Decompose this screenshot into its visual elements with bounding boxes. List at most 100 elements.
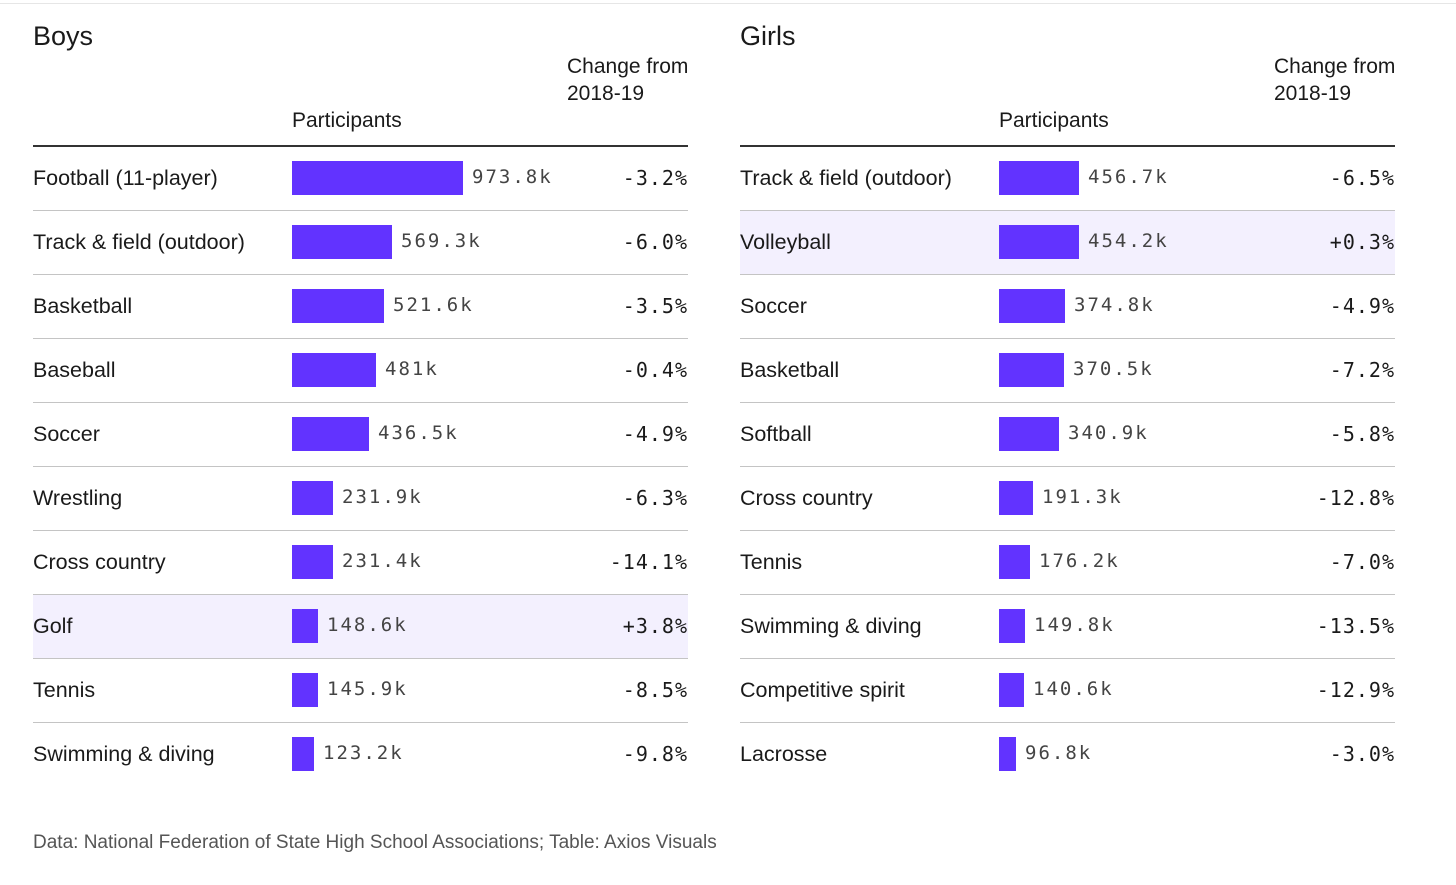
sport-label: Tennis: [33, 678, 96, 702]
change-value: -13.5%: [1316, 614, 1395, 638]
participants-value: 145.9k: [327, 678, 408, 700]
participants-bar: [292, 481, 333, 515]
participants-value: 374.8k: [1074, 294, 1155, 316]
participants-value: 148.6k: [327, 614, 408, 636]
participants-value: 140.6k: [1033, 678, 1114, 700]
girls-table-row: Track & field (outdoor) 456.7k -6.5%: [740, 147, 1395, 211]
change-value: -4.9%: [1329, 294, 1395, 318]
sport-label: Basketball: [33, 294, 133, 318]
sport-label: Basketball: [740, 358, 840, 382]
change-value: -7.2%: [1329, 358, 1395, 382]
participants-bar: [999, 161, 1079, 195]
sport-label: Golf: [33, 614, 73, 638]
change-value: -9.8%: [622, 742, 688, 766]
participants-value: 456.7k: [1088, 166, 1169, 188]
participants-bar: [292, 161, 463, 195]
change-value: -5.8%: [1329, 422, 1395, 446]
sport-label: Soccer: [33, 422, 100, 446]
boys-table-row: Football (11-player) 973.8k -3.2%: [33, 147, 688, 211]
participants-value: 231.9k: [342, 486, 423, 508]
girls-table-rows: Track & field (outdoor) 456.7k -6.5% Volley…: [740, 147, 1395, 786]
change-value: -8.5%: [622, 678, 688, 702]
participants-bar: [999, 481, 1033, 515]
participants-value: 96.8k: [1025, 742, 1093, 764]
change-value: +3.8%: [622, 614, 688, 638]
change-value: -14.1%: [609, 550, 688, 574]
sport-label: Swimming & diving: [740, 614, 922, 638]
participants-value: 176.2k: [1039, 550, 1120, 572]
change-value: -6.0%: [622, 230, 688, 254]
participants-value: 149.8k: [1034, 614, 1115, 636]
participants-value: 521.6k: [393, 294, 474, 316]
participants-bar: [292, 673, 318, 707]
participants-bar: [999, 225, 1079, 259]
participants-bar: [292, 289, 384, 323]
change-value: -12.9%: [1316, 678, 1395, 702]
sport-label: Track & field (outdoor): [740, 166, 952, 190]
source-footer: Data: National Federation of State High …: [33, 832, 717, 853]
sport-label: Volleyball: [740, 230, 831, 254]
girls-table-row: Tennis 176.2k -7.0%: [740, 531, 1395, 595]
change-value: -7.0%: [1329, 550, 1395, 574]
sport-label: Wrestling: [33, 486, 123, 510]
girls-table-row: Softball 340.9k -5.8%: [740, 403, 1395, 467]
participants-bar: [292, 609, 318, 643]
participants-bar: [292, 545, 333, 579]
participants-bar: [999, 609, 1025, 643]
participants-bar: [292, 737, 314, 771]
participants-bar: [292, 353, 376, 387]
participants-bar: [999, 289, 1065, 323]
participants-value: 454.2k: [1088, 230, 1169, 252]
girls-header-rule: [740, 145, 1395, 147]
girls-table-row: Basketball 370.5k -7.2%: [740, 339, 1395, 403]
sport-label: Competitive spirit: [740, 678, 905, 702]
change-value: -3.2%: [622, 166, 688, 190]
participants-bar: [999, 545, 1030, 579]
sport-label: Swimming & diving: [33, 742, 215, 766]
boys-table-row: Wrestling 231.9k -6.3%: [33, 467, 688, 531]
participants-value: 436.5k: [378, 422, 459, 444]
sport-label: Baseball: [33, 358, 116, 382]
girls-table-row: Swimming & diving 149.8k -13.5%: [740, 595, 1395, 659]
change-value: +0.3%: [1329, 230, 1395, 254]
boys-change-header: Change from 2018-19: [567, 55, 689, 105]
boys-table-rows: Football (11-player) 973.8k -3.2% Track & f…: [33, 147, 688, 786]
boys-table-row: Soccer 436.5k -4.9%: [33, 403, 688, 467]
participants-value: 481k: [385, 358, 439, 380]
participants-bar: [999, 673, 1024, 707]
sport-label: Softball: [740, 422, 812, 446]
sport-label: Soccer: [740, 294, 807, 318]
boys-participants-header: Participants: [292, 109, 402, 132]
participants-value: 973.8k: [472, 166, 553, 188]
change-value: -3.5%: [622, 294, 688, 318]
participants-value: 340.9k: [1068, 422, 1149, 444]
participants-value: 191.3k: [1042, 486, 1123, 508]
participants-value: 569.3k: [401, 230, 482, 252]
participants-value: 370.5k: [1073, 358, 1154, 380]
girls-table-row: Lacrosse 96.8k -3.0%: [740, 723, 1395, 786]
boys-table-row: Swimming & diving 123.2k -9.8%: [33, 723, 688, 786]
boys-table-row: Cross country 231.4k -14.1%: [33, 531, 688, 595]
participants-bar: [292, 225, 392, 259]
participants-value: 123.2k: [323, 742, 404, 764]
boys-table-row: Basketball 521.6k -3.5%: [33, 275, 688, 339]
participants-bar: [999, 353, 1064, 387]
girls-table-row: Cross country 191.3k -12.8%: [740, 467, 1395, 531]
change-value: -12.8%: [1316, 486, 1395, 510]
sport-label: Cross country: [740, 486, 873, 510]
girls-table-row: Competitive spirit 140.6k -12.9%: [740, 659, 1395, 723]
participants-value: 231.4k: [342, 550, 423, 572]
boys-table-title: Boys: [33, 21, 94, 51]
boys-table-row: Golf 148.6k +3.8%: [33, 595, 688, 659]
boys-table-row: Baseball 481k -0.4%: [33, 339, 688, 403]
top-rule: [0, 3, 1456, 4]
boys-table-row: Track & field (outdoor) 569.3k -6.0%: [33, 211, 688, 275]
change-value: -3.0%: [1329, 742, 1395, 766]
participants-bar: [292, 417, 369, 451]
change-value: -0.4%: [622, 358, 688, 382]
girls-table-row: Volleyball 454.2k +0.3%: [740, 211, 1395, 275]
girls-table-title: Girls: [740, 21, 796, 51]
sport-label: Football (11-player): [33, 166, 218, 190]
boys-table-row: Tennis 145.9k -8.5%: [33, 659, 688, 723]
boys-header-rule: [33, 145, 688, 147]
